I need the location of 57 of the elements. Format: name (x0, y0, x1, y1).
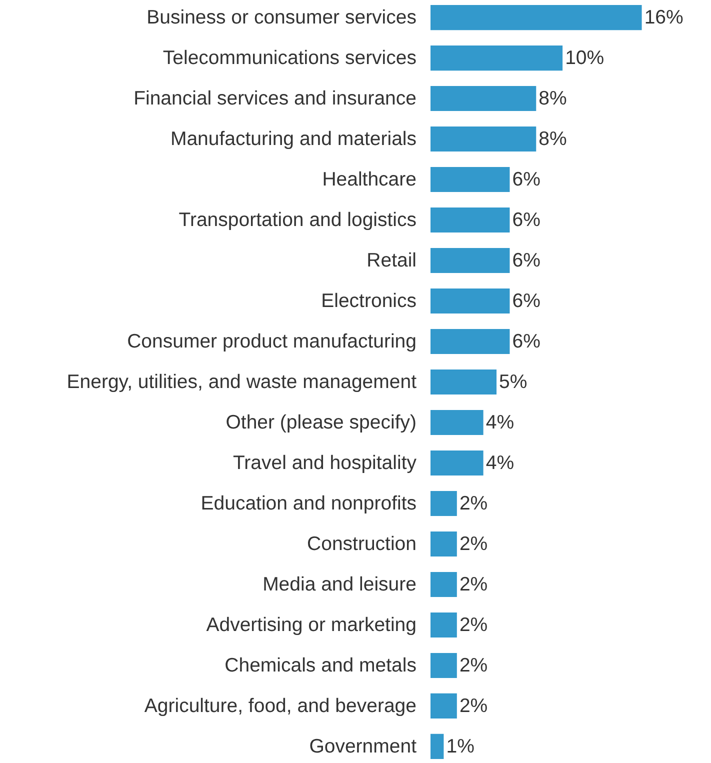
data-label: 10% (565, 47, 604, 70)
y-tick-label: Electronics (321, 290, 417, 312)
data-label: 2% (459, 492, 488, 514)
y-tick-label: Education and nonprofits (200, 492, 417, 514)
bar (430, 652, 457, 678)
data-label: 2% (459, 614, 488, 636)
bar (430, 166, 510, 192)
bar (430, 207, 510, 233)
bar (430, 248, 510, 274)
data-label: 2% (459, 573, 488, 596)
bar (430, 410, 484, 436)
bar (430, 531, 457, 557)
y-tick-label: Advertising or marketing (206, 614, 417, 636)
y-tick-label: Travel and hospitality (232, 452, 417, 474)
data-label: 4% (486, 452, 514, 474)
bar (430, 734, 444, 760)
data-label: 8% (538, 128, 567, 150)
data-label: 2% (459, 654, 488, 676)
data-label: 2% (459, 694, 488, 717)
y-tick-label: Transportation and logistics (178, 209, 417, 232)
data-label: 6% (512, 290, 540, 312)
y-tick-label: Telecommunications services (162, 47, 417, 70)
y-tick-label: Healthcare (322, 168, 417, 191)
bar (430, 693, 457, 719)
bar (430, 450, 484, 476)
y-tick-label: Media and leisure (262, 573, 417, 596)
bar (430, 288, 510, 314)
y-tick-label: Consumer product manufacturing (127, 330, 417, 352)
bar (430, 572, 457, 598)
data-label: 4% (486, 412, 514, 434)
bar (430, 86, 536, 112)
y-tick-label: Manufacturing and materials (170, 128, 417, 150)
bar (430, 328, 510, 354)
data-label: 8% (538, 88, 567, 110)
bar (430, 490, 457, 516)
data-label: 6% (512, 330, 540, 352)
data-label: 6% (512, 168, 540, 191)
data-label: 16% (644, 6, 684, 29)
data-label: 5% (499, 371, 528, 393)
y-tick-label: Other (please specify) (226, 412, 417, 434)
y-tick-label: Retail (366, 250, 417, 272)
data-label: 6% (512, 250, 540, 272)
y-tick-label: Financial services and insurance (134, 88, 417, 110)
y-tick-label: Business or consumer services (146, 6, 417, 29)
y-tick-label: Chemicals and metals (224, 654, 417, 676)
bar (430, 369, 497, 395)
bar (430, 612, 457, 638)
bar (430, 45, 563, 71)
y-tick-label: Energy, utilities, and waste management (66, 371, 418, 393)
data-label: 2% (459, 532, 488, 555)
bar (430, 4, 642, 30)
y-tick-label: Construction (307, 532, 416, 555)
y-tick-label: Government (309, 735, 418, 758)
data-label: 6% (512, 209, 540, 232)
y-tick-label: Agriculture, food, and beverage (144, 694, 417, 717)
bar (430, 126, 536, 152)
data-label: 1% (446, 735, 474, 758)
